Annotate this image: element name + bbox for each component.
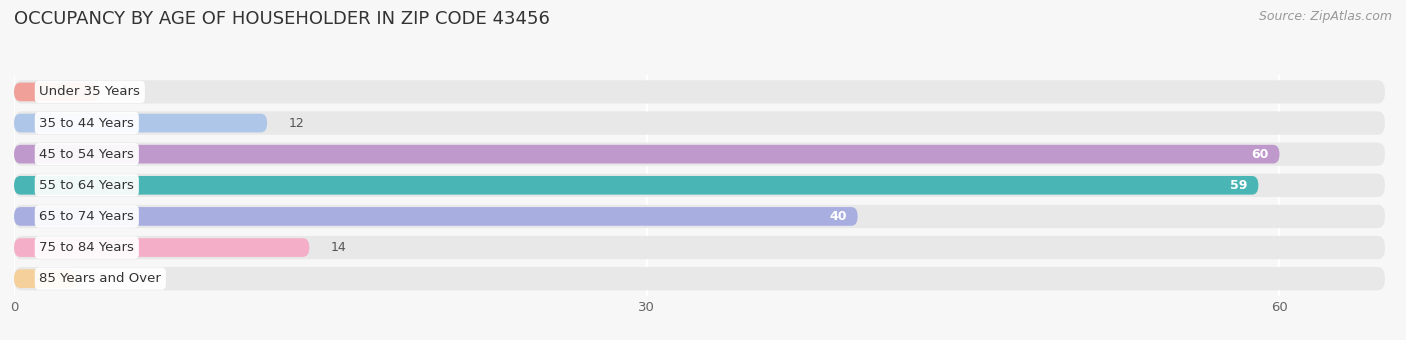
Text: OCCUPANCY BY AGE OF HOUSEHOLDER IN ZIP CODE 43456: OCCUPANCY BY AGE OF HOUSEHOLDER IN ZIP C… [14,10,550,28]
Text: 85 Years and Over: 85 Years and Over [39,272,162,285]
Text: 65 to 74 Years: 65 to 74 Years [39,210,134,223]
Text: 35 to 44 Years: 35 to 44 Years [39,117,134,130]
Text: Source: ZipAtlas.com: Source: ZipAtlas.com [1258,10,1392,23]
FancyBboxPatch shape [14,236,1385,259]
Text: 60: 60 [1251,148,1270,161]
Text: 55 to 64 Years: 55 to 64 Years [39,179,134,192]
FancyBboxPatch shape [14,114,267,132]
FancyBboxPatch shape [14,142,1385,166]
FancyBboxPatch shape [14,80,1385,104]
FancyBboxPatch shape [14,207,858,226]
Text: 4: 4 [120,85,128,98]
Text: Under 35 Years: Under 35 Years [39,85,141,98]
Text: 3: 3 [98,272,107,285]
Text: 12: 12 [288,117,304,130]
Text: 14: 14 [330,241,346,254]
Text: 40: 40 [830,210,848,223]
Text: 59: 59 [1230,179,1249,192]
Text: 45 to 54 Years: 45 to 54 Years [39,148,134,161]
FancyBboxPatch shape [14,238,309,257]
FancyBboxPatch shape [14,176,1258,194]
FancyBboxPatch shape [14,112,1385,135]
FancyBboxPatch shape [14,174,1385,197]
FancyBboxPatch shape [14,269,77,288]
FancyBboxPatch shape [14,205,1385,228]
FancyBboxPatch shape [14,267,1385,290]
FancyBboxPatch shape [14,145,1279,164]
Text: 75 to 84 Years: 75 to 84 Years [39,241,134,254]
FancyBboxPatch shape [14,83,98,101]
